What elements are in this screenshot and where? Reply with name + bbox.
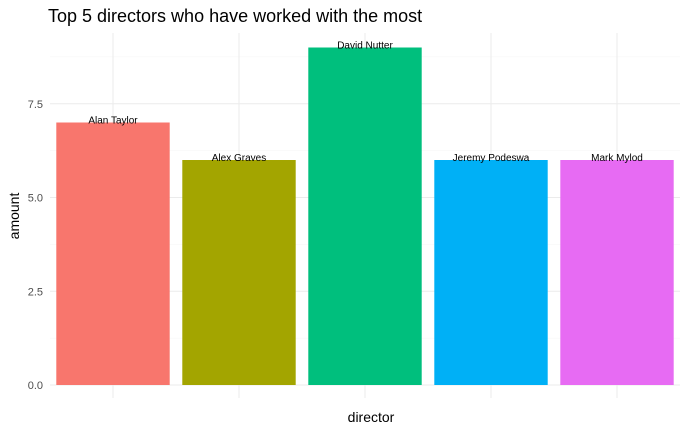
bar-data-label: Mark Mylod: [591, 153, 643, 164]
bar-david-nutter: [308, 47, 422, 385]
y-tick-label: 5.0: [28, 193, 43, 205]
bar-data-label: Alex Graves: [212, 153, 266, 164]
bar-data-label: Jeremy Podeswa: [453, 153, 530, 164]
bar-labels: Alan Taylor Alex Graves David Nutter Jeremy…: [88, 41, 642, 165]
y-axis-ticks: 0.0 2.5 5.0 7.5: [28, 99, 43, 392]
bar-alan-taylor: [56, 122, 170, 385]
bar-data-label: David Nutter: [337, 41, 393, 52]
bars: [56, 47, 674, 385]
y-tick-label: 2.5: [28, 286, 43, 298]
bar-mark-mylod: [560, 160, 674, 385]
chart-title: Top 5 directors who have worked with the…: [48, 6, 422, 26]
y-tick-label: 7.5: [28, 99, 43, 111]
bar-jeremy-podeswa: [434, 160, 548, 385]
y-tick-label: 0.0: [28, 380, 43, 392]
x-axis-title: director: [348, 409, 395, 425]
bar-data-label: Alan Taylor: [88, 116, 138, 127]
y-axis-title: amount: [6, 193, 22, 240]
bar-alex-graves: [182, 160, 296, 385]
